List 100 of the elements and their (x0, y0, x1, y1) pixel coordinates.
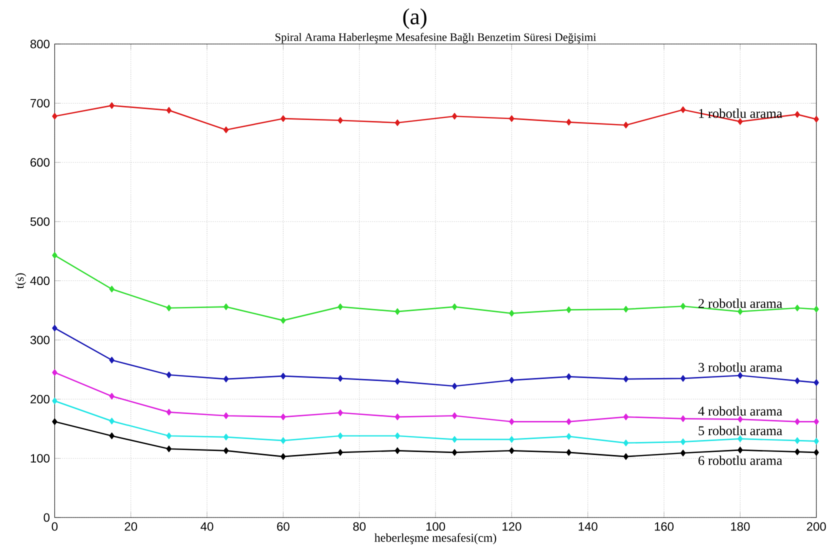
point (452, 112, 458, 120)
x-tick-label: 140 (578, 522, 598, 531)
point (52, 324, 58, 332)
point (109, 418, 114, 424)
point (814, 418, 819, 425)
point (166, 445, 172, 452)
point (452, 436, 458, 443)
point (338, 448, 343, 456)
point (166, 371, 172, 378)
point (509, 376, 514, 384)
point (680, 106, 686, 113)
point (623, 453, 629, 460)
point (794, 111, 800, 118)
point (394, 447, 400, 454)
point (338, 116, 343, 124)
x-tick-label: 160 (654, 522, 674, 531)
point (109, 102, 114, 109)
point (680, 415, 686, 422)
y-tick-label: 500 (30, 217, 50, 226)
point (566, 306, 572, 314)
point (394, 119, 400, 126)
point (338, 375, 343, 382)
point (280, 372, 286, 380)
series-label: 6 robotlu arama (698, 456, 782, 465)
point (566, 448, 572, 456)
y-tick-label: 200 (30, 394, 50, 404)
point (509, 115, 514, 122)
point (794, 377, 800, 384)
point (738, 446, 743, 454)
point (680, 450, 686, 456)
point (566, 418, 572, 425)
point (738, 118, 743, 125)
point (566, 373, 572, 380)
point (623, 306, 629, 312)
x-tick-label: 0 (52, 522, 58, 531)
y-tick-label: 300 (30, 336, 50, 344)
point (680, 375, 686, 382)
point (394, 413, 400, 420)
point (680, 438, 686, 445)
point (223, 126, 229, 134)
point (509, 310, 514, 317)
point (394, 308, 400, 315)
series-label: 5 robotlu arama (698, 426, 782, 436)
point (794, 304, 800, 312)
point (52, 397, 58, 404)
point (394, 432, 400, 440)
point (166, 106, 172, 114)
point (814, 448, 819, 456)
point (452, 382, 458, 390)
y-tick-label: 100 (30, 454, 50, 462)
series-label: 4 robotlu arama (698, 406, 782, 416)
point (509, 436, 514, 443)
point (338, 432, 343, 440)
point (52, 252, 58, 259)
point (223, 447, 229, 454)
point (738, 308, 743, 315)
x-tick-label: 40 (200, 522, 214, 531)
point (280, 316, 286, 324)
point (223, 434, 229, 440)
point (814, 116, 819, 122)
x-tick-label: 120 (502, 522, 522, 531)
point (52, 418, 58, 425)
point (338, 409, 343, 416)
series-label: 2 robotlu arama (698, 298, 782, 308)
chart-title: Spiral Arama Haberleşme Mesafesine Bağlı Benzetim Süresi Değişimi (276, 32, 596, 44)
point (394, 378, 400, 385)
point (109, 286, 114, 292)
point (814, 438, 819, 444)
point (109, 356, 114, 364)
y-tick-label: 800 (30, 40, 50, 48)
x-tick-label: 20 (124, 522, 138, 531)
x-tick-label: 80 (353, 522, 366, 531)
point (738, 435, 743, 442)
point (338, 303, 343, 310)
point (109, 392, 114, 400)
point (452, 448, 458, 456)
point (509, 447, 514, 454)
point (452, 303, 458, 310)
y-tick-label: 400 (30, 276, 50, 285)
point (566, 433, 572, 440)
point (680, 302, 686, 310)
point (814, 379, 819, 386)
point (166, 408, 172, 416)
point (52, 369, 58, 376)
point (623, 122, 629, 128)
point (566, 118, 572, 126)
point (280, 437, 286, 444)
point (52, 112, 58, 120)
point (109, 432, 114, 440)
point (794, 448, 800, 456)
point (794, 437, 800, 444)
point (223, 412, 229, 419)
point (452, 412, 458, 419)
point (223, 303, 229, 310)
point (623, 376, 629, 382)
text: (a) (403, 8, 426, 29)
x-axis-title: heberleşme mesafesi(cm) (374, 533, 496, 544)
point (794, 418, 800, 425)
y-tick-label: 600 (30, 158, 50, 167)
x-tick-label: 60 (277, 522, 290, 531)
